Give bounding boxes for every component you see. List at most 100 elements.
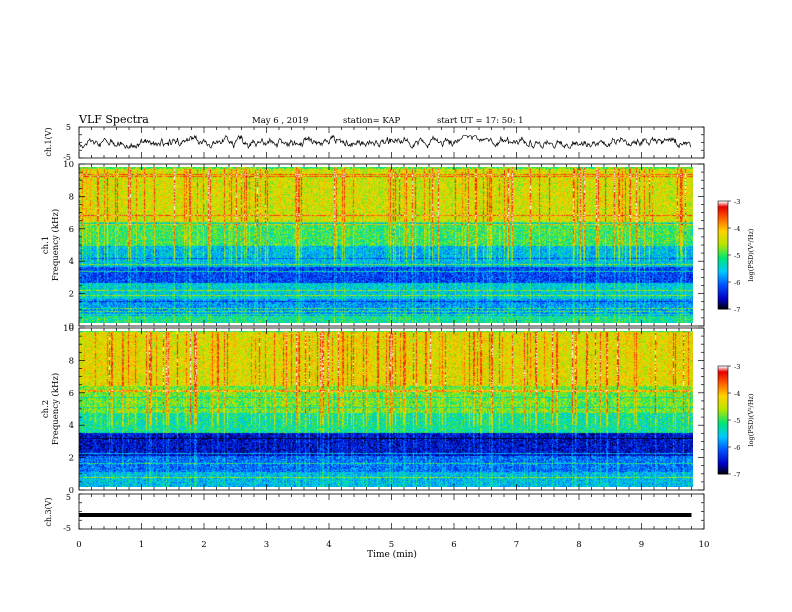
colorbar-cell [718, 243, 728, 245]
colorbar-cell [718, 467, 728, 469]
colorbar-cell [718, 436, 728, 438]
x-tick-label: 7 [514, 540, 519, 550]
colorbar-cell [718, 393, 728, 395]
colorbar-cell [718, 460, 728, 462]
colorbar-cell [718, 283, 728, 285]
colorbar-cell [718, 277, 728, 279]
colorbar-cell [718, 285, 728, 287]
colorbar-cell [718, 253, 728, 255]
colorbar-cell [718, 290, 728, 292]
colorbar-cell [718, 418, 728, 420]
colorbar-cell [718, 259, 728, 261]
colorbar-cell [718, 404, 728, 406]
colorbar-cell [718, 255, 728, 257]
colorbar-cell [718, 406, 728, 408]
colorbar-cell [718, 221, 728, 223]
colorbar-cell [718, 286, 728, 288]
colorbar-cell [718, 457, 728, 459]
colorbar-cell [718, 219, 728, 221]
ch1-spectrogram-panel: 0 2 4 6 8 10 ch.1 Frequency (kHz) [41, 160, 705, 332]
colorbar-cell [718, 410, 728, 412]
colorbar-cell [718, 411, 728, 413]
colorbar-cell [718, 293, 728, 295]
colorbar-cell [718, 395, 728, 397]
colorbar-tick-label: -6 [734, 279, 740, 287]
colorbar-cell [718, 247, 728, 249]
colorbar-cell [718, 203, 728, 205]
colorbar-cell [718, 433, 728, 435]
colorbar-cell [718, 257, 728, 259]
colorbar-cell [718, 211, 728, 213]
colorbar-cell [718, 466, 728, 468]
colorbar-cell [718, 407, 728, 409]
colorbar-cell [718, 232, 728, 234]
ch1-spec-channel-label: ch.1 [41, 236, 51, 254]
colorbar-cell [718, 269, 728, 271]
colorbar-cell [718, 267, 728, 269]
ch1-ytick-top: 5 [66, 123, 71, 132]
station-label: station= KAP [343, 116, 401, 126]
x-tick-label: 8 [576, 540, 581, 550]
colorbar-cell [718, 296, 728, 298]
colorbar-tick-label: -7 [734, 306, 740, 314]
colorbar-tick-label: -3 [734, 198, 740, 206]
colorbar-cell [718, 455, 728, 457]
colorbar-cell [718, 284, 728, 286]
colorbar-cell [718, 236, 728, 238]
ch2-spec-ytick-label: 4 [69, 421, 74, 431]
colorbar-cell [718, 385, 728, 387]
colorbar-cell [718, 374, 728, 376]
ch2-spec-ytick-label: 6 [69, 389, 74, 399]
colorbar-cell [718, 384, 728, 386]
colorbar-cell [718, 416, 728, 418]
ch2-spectrogram-image [79, 331, 693, 487]
colorbar-cell [718, 304, 728, 306]
ch3-ylabel: ch.3(V) [44, 497, 53, 526]
colorbar-cell [718, 370, 728, 372]
colorbar-cell [718, 470, 728, 472]
colorbar-cell [718, 241, 728, 243]
colorbar-cell [718, 201, 728, 203]
ch2-colorbar: -3 -4 -5 -6 -7 log(PSD)(V²/Hz) [717, 363, 755, 479]
colorbar-cell [718, 459, 728, 461]
colorbar-cell [718, 225, 728, 227]
colorbar-cell [718, 396, 728, 398]
x-tick-label: 3 [264, 540, 269, 550]
colorbar-cell [718, 215, 728, 217]
colorbar-cell [718, 254, 728, 256]
colorbar-cell [718, 270, 728, 272]
colorbar-cell [718, 391, 728, 393]
ch3-waveform-panel: 5 -5 ch.3(V) [44, 493, 705, 533]
colorbar-cell [718, 388, 728, 390]
colorbar-cell [718, 381, 728, 383]
colorbar-cell [718, 303, 728, 305]
colorbar-cell [718, 390, 728, 392]
colorbar-tick-label: -3 [734, 363, 740, 371]
x-tick-label: 9 [639, 540, 644, 550]
colorbar-cell [718, 389, 728, 391]
colorbar-tick-label: -6 [734, 444, 740, 452]
colorbar-tick-label: -4 [734, 225, 740, 233]
colorbar-cell [718, 424, 728, 426]
colorbar-cell [718, 402, 728, 404]
colorbar-cell [718, 429, 728, 431]
ch1-spec-ytick-label: 0 [69, 322, 74, 332]
ch1-spec-ylabel: Frequency (kHz) [50, 209, 61, 281]
colorbar-cell [718, 392, 728, 394]
colorbar-cell [718, 207, 728, 209]
colorbar-cell [718, 447, 728, 449]
colorbar-tick-label: -4 [734, 390, 740, 398]
colorbar-cell [718, 400, 728, 402]
colorbar-cell [718, 422, 728, 424]
colorbar-cell [718, 471, 728, 473]
colorbar-cell [718, 224, 728, 226]
colorbar-tick-label: -7 [734, 471, 740, 479]
ch1-waveform-panel: 5 -5 ch.1(V) [44, 123, 705, 162]
colorbar-cell [718, 412, 728, 414]
colorbar-cell [718, 415, 728, 417]
colorbar-cell [718, 289, 728, 291]
colorbar-cell [718, 245, 728, 247]
colorbar-cell [718, 421, 728, 423]
colorbar-cell [718, 387, 728, 389]
colorbar-cell [718, 452, 728, 454]
